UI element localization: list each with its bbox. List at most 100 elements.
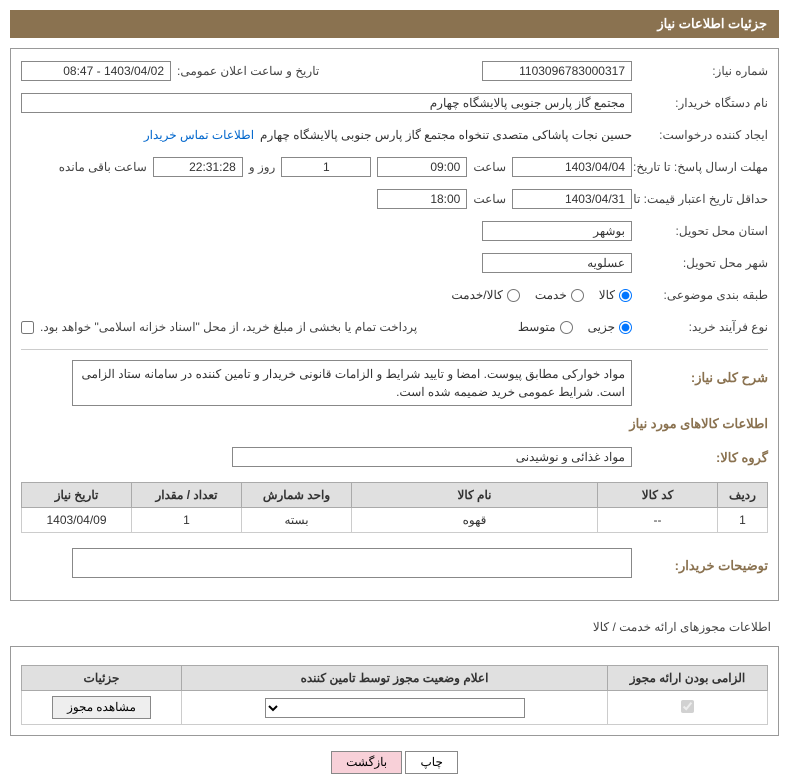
footer-buttons: چاپ بازگشت [10,751,779,774]
main-info-section: شماره نیاز: 1103096783000317 تاریخ و ساع… [10,48,779,601]
response-time-field: 09:00 [377,157,467,177]
row-buyer-notes: توضیحات خریدار: [21,548,768,582]
radio-goods-service[interactable]: کالا/خدمت [451,288,519,302]
cell-mandatory [608,691,768,725]
radio-medium-label: متوسط [518,320,556,334]
radio-goods-label: کالا [599,288,615,302]
days-remaining-field: 1 [281,157,371,177]
radio-partial[interactable]: جزیی [588,320,632,334]
back-button[interactable]: بازگشت [331,751,402,774]
th-name: نام کالا [352,483,598,508]
radio-medium[interactable]: متوسط [518,320,573,334]
cell-row: 1 [718,508,768,533]
goods-group-label: گروه کالا: [638,450,768,466]
mandatory-checkbox [681,700,694,713]
radio-goods-service-input[interactable] [507,289,520,302]
requester-text: حسین نجات پاشاکی متصدی تنخواه مجتمع گاز … [260,128,632,142]
license-section: الزامی بودن ارائه مجوز اعلام وضعیت مجوز … [10,646,779,736]
print-button[interactable]: چاپ [405,751,457,774]
cell-status [182,691,608,725]
price-validity-label: حداقل تاریخ اعتبار قیمت: تا تاریخ: [638,192,768,206]
cell-code: -- [598,508,718,533]
goods-table: ردیف کد کالا نام کالا واحد شمارش تعداد /… [21,482,768,533]
category-radio-group: کالا خدمت کالا/خدمت [451,288,632,302]
divider [21,349,768,350]
announce-date-field: 1403/04/02 - 08:47 [21,61,171,81]
remaining-label: ساعت باقی مانده [59,160,147,174]
goods-group-field: مواد غذائی و نوشیدنی [232,447,632,467]
buyer-notes-field [72,548,632,578]
category-label: طبقه بندی موضوعی: [638,288,768,302]
radio-goods[interactable]: کالا [599,288,632,302]
radio-goods-input[interactable] [619,289,632,302]
row-delivery-city: شهر محل تحویل: عسلویه [21,251,768,275]
announce-date-label: تاریخ و ساعت اعلان عمومی: [177,64,319,78]
need-number-label: شماره نیاز: [638,64,768,78]
goods-table-header-row: ردیف کد کالا نام کالا واحد شمارش تعداد /… [22,483,768,508]
radio-partial-label: جزیی [588,320,615,334]
cell-date: 1403/04/09 [22,508,132,533]
th-qty: تعداد / مقدار [132,483,242,508]
purchase-type-label: نوع فرآیند خرید: [638,320,768,334]
contact-link[interactable]: اطلاعات تماس خریدار [144,128,254,142]
payment-checkbox[interactable] [21,321,34,334]
buyer-notes-label: توضیحات خریدار: [638,558,768,574]
cell-unit: بسته [242,508,352,533]
license-section-title: اطلاعات مجوزهای ارائه خدمت / کالا [10,616,779,638]
price-validity-date-field: 1403/04/31 [512,189,632,209]
goods-info-title: اطلاعات کالاهای مورد نیاز [21,416,768,432]
radio-medium-input[interactable] [560,321,573,334]
buyer-org-label: نام دستگاه خریدار: [638,96,768,110]
cell-name: قهوه [352,508,598,533]
row-requester: ایجاد کننده درخواست: حسین نجات پاشاکی مت… [21,123,768,147]
time-label-1: ساعت [473,160,506,174]
th-status: اعلام وضعیت مجوز توسط تامین کننده [182,666,608,691]
th-code: کد کالا [598,483,718,508]
view-license-button[interactable]: مشاهده مجوز [52,696,151,719]
header-title: جزئیات اطلاعات نیاز [657,16,767,31]
buyer-org-field: مجتمع گاز پارس جنوبی پالایشگاه چهارم [21,93,632,113]
table-row: 1 -- قهوه بسته 1 1403/04/09 [22,508,768,533]
row-buyer-org: نام دستگاه خریدار: مجتمع گاز پارس جنوبی … [21,91,768,115]
requester-label: ایجاد کننده درخواست: [638,128,768,142]
desc-label: شرح کلی نیاز: [638,370,768,386]
days-label: روز و [249,160,276,174]
response-date-field: 1403/04/04 [512,157,632,177]
delivery-province-field: بوشهر [482,221,632,241]
row-price-validity: حداقل تاریخ اعتبار قیمت: تا تاریخ: 1403/… [21,187,768,211]
row-delivery-province: استان محل تحویل: بوشهر [21,219,768,243]
header-bar: جزئیات اطلاعات نیاز [10,10,779,38]
radio-service-input[interactable] [571,289,584,302]
th-date: تاریخ نیاز [22,483,132,508]
need-number-field: 1103096783000317 [482,61,632,81]
row-category: طبقه بندی موضوعی: کالا خدمت کالا/خدمت [21,283,768,307]
purchase-type-radio-group: جزیی متوسط [518,320,632,334]
status-select[interactable] [265,698,525,718]
cell-details: مشاهده مجوز [22,691,182,725]
row-response-deadline: مهلت ارسال پاسخ: تا تاریخ: 1403/04/04 سا… [21,155,768,179]
radio-service-label: خدمت [535,288,567,302]
response-deadline-label: مهلت ارسال پاسخ: تا تاریخ: [638,160,768,174]
row-need-number: شماره نیاز: 1103096783000317 تاریخ و ساع… [21,59,768,83]
cell-qty: 1 [132,508,242,533]
delivery-province-label: استان محل تحویل: [638,224,768,238]
radio-service[interactable]: خدمت [535,288,584,302]
time-remaining-field: 22:31:28 [153,157,243,177]
desc-text: مواد خوارکی مطابق پیوست. امضا و تایید شر… [72,360,632,406]
delivery-city-label: شهر محل تحویل: [638,256,768,270]
th-row: ردیف [718,483,768,508]
th-details: جزئیات [22,666,182,691]
license-row: مشاهده مجوز [22,691,768,725]
radio-partial-input[interactable] [619,321,632,334]
radio-goods-service-label: کالا/خدمت [451,288,502,302]
price-validity-time-field: 18:00 [377,189,467,209]
license-table: الزامی بودن ارائه مجوز اعلام وضعیت مجوز … [21,665,768,725]
row-goods-group: گروه کالا: مواد غذائی و نوشیدنی [21,440,768,474]
delivery-city-field: عسلویه [482,253,632,273]
payment-note: پرداخت تمام یا بخشی از مبلغ خرید، از محل… [40,320,417,334]
th-mandatory: الزامی بودن ارائه مجوز [608,666,768,691]
license-header-row: الزامی بودن ارائه مجوز اعلام وضعیت مجوز … [22,666,768,691]
time-label-2: ساعت [473,192,506,206]
th-unit: واحد شمارش [242,483,352,508]
row-purchase-type: نوع فرآیند خرید: جزیی متوسط پرداخت تمام … [21,315,768,339]
